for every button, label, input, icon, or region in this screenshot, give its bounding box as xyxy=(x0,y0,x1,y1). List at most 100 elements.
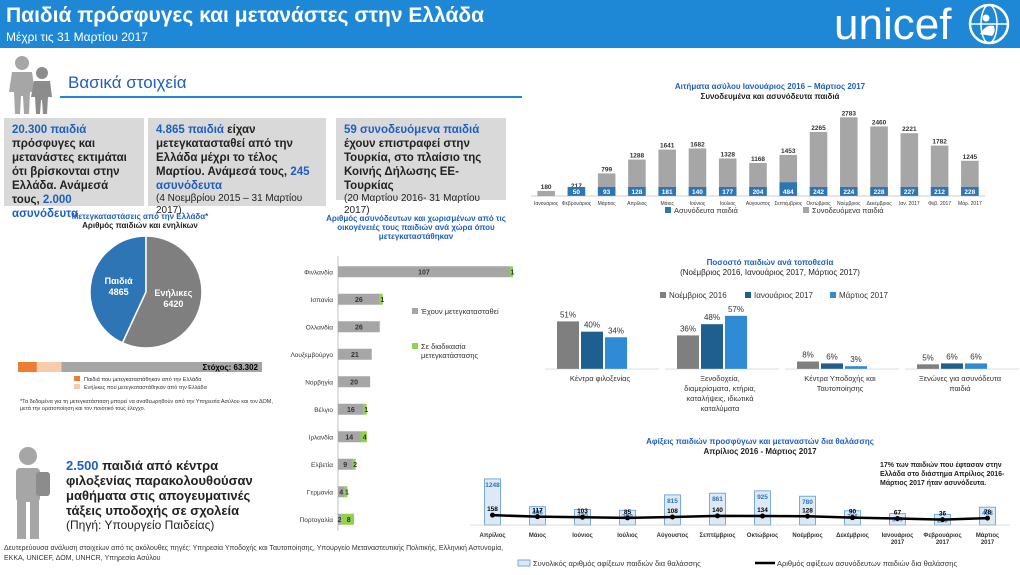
location-chart: Νοέμβριος 2016 Ιανουάριος 2017 Μάρτιος 201… xyxy=(545,291,1019,413)
asylum-tick-1: Φεβρουάριος xyxy=(562,200,592,207)
loc-bar-0-1 xyxy=(581,331,603,369)
box1-text: πρόσφυγες και μετανάστες εκτιμάται ότι β… xyxy=(12,138,127,206)
arr-tick-2: Ιούνιος xyxy=(572,533,593,539)
reloc-bar-pending-1 xyxy=(379,293,383,305)
school-source: (Πηγή: Υπουργείο Παιδείας) xyxy=(66,518,215,532)
asylum-label-unaccompanied-2: 93 xyxy=(603,189,611,196)
arr-legend-0: Συνολικός αριθμός αφίξεων παιδιών δια θα… xyxy=(533,559,701,568)
arr-line-label-3: 85 xyxy=(624,509,632,516)
asylum-tick-12: Ιαν. 2017 xyxy=(899,201,920,207)
info-box-returns: 59 συνοδευόμενα παιδιά έχουν επιστραφεί … xyxy=(336,118,506,216)
asylum-bar-accompanied-9 xyxy=(809,131,828,196)
asylum-bar-unaccompanied-5 xyxy=(688,187,707,196)
school-highlight: 2.500 xyxy=(66,458,99,473)
reloc-label-relocated-0: 107 xyxy=(418,269,430,276)
asylum-legend-0: Ασυνόδευτα παιδιά xyxy=(674,206,738,215)
reloc-label-pending-6: 4 xyxy=(363,434,367,441)
loc-label-0-0: 51% xyxy=(560,310,576,319)
info-box-relocations: 4.865 παιδιά είχαν μετεγκατασταθεί από τ… xyxy=(148,118,326,216)
arr-line-label-4: 108 xyxy=(667,508,678,515)
asylum-label-unaccompanied-12: 227 xyxy=(904,189,915,196)
arr-line-label-5: 140 xyxy=(712,507,723,514)
reloc-label-relocated-6: 14 xyxy=(345,434,353,441)
loc-legend-2: Μάρτιος 2017 xyxy=(839,291,889,300)
loc-label-0-2: 34% xyxy=(608,326,624,335)
arr-tick-9: Ιανουάριος 2017 xyxy=(882,533,914,546)
asylum-bar-unaccompanied-10 xyxy=(840,187,858,196)
loc-legend-0: Νοέμβριος 2016 xyxy=(669,291,727,300)
asylum-bar-accompanied-13 xyxy=(930,145,949,196)
reloc-tick-2: Ολλανδία xyxy=(306,323,334,331)
target-bar-total xyxy=(18,362,262,372)
arr-bar-label-7: 780 xyxy=(802,499,813,506)
box2-highlight: 4.865 παιδιά xyxy=(156,124,224,136)
box3-text: έχουν επιστραφεί στην Τουρκία, στο πλαίσ… xyxy=(344,138,482,192)
reloc-bar-relocated-1 xyxy=(338,293,380,305)
asylum-bar-accompanied-3 xyxy=(628,159,646,196)
asylum-label-accompanied-13: 1782 xyxy=(932,139,947,146)
target-legend-swatch-adults xyxy=(74,384,80,389)
asylum-tick-6: Ιούλιος xyxy=(720,200,736,207)
asylum-label-unaccompanied-9: 242 xyxy=(813,189,824,196)
location-title: Ποσοστό παιδιών ανά τοποθεσία xyxy=(706,258,834,267)
loc-bar-3-0 xyxy=(917,364,939,369)
reloc-label-pending-8: 1 xyxy=(345,489,349,496)
arr-tick-10: Φεβρουάριος 2017 xyxy=(923,533,961,546)
asylum-label-accompanied-10: 2783 xyxy=(842,110,857,117)
school-info: 2.500 παιδιά από κέντρα φιλοξενίας παρακ… xyxy=(66,458,276,533)
box1-highlight2: 2.000 ασυνόδευτα xyxy=(12,194,79,220)
asylum-label-unaccompanied-6: 177 xyxy=(722,189,733,196)
reloc-label-relocated-3: 21 xyxy=(351,352,359,359)
reloc-bar-relocated-5 xyxy=(338,403,364,415)
asylum-bar-unaccompanied-11 xyxy=(870,187,888,196)
footer-sources: Δευτερεύουσα ανάλυση στοιχείων από τις α… xyxy=(4,545,504,562)
pie-label-name-0: Παιδιά xyxy=(105,276,133,286)
arr-tick-3: Ιούλιος xyxy=(617,533,638,539)
asylum-label-accompanied-12: 2221 xyxy=(902,126,917,133)
asylum-bar-unaccompanied-3 xyxy=(628,187,646,196)
asylum-title: Αιτήματα ασύλου Ιανουάριος 2016 – Μάρτιο… xyxy=(674,82,866,91)
loc-bar-3-1 xyxy=(941,363,963,369)
reloc-bar-pending-9 xyxy=(341,513,355,525)
arr-tick-5: Σεπτέμβριος xyxy=(700,533,736,539)
asylum-legend-swatch-1 xyxy=(803,207,809,213)
arr-bar-label-1: 496 xyxy=(532,510,543,517)
children-silhouette-icon xyxy=(9,56,52,114)
reloc-bar-relocated-2 xyxy=(338,321,380,333)
asylum-bar-accompanied-5 xyxy=(688,148,707,196)
pie-label-value-0: 4865 xyxy=(109,287,129,297)
reloc-bar-pending-0 xyxy=(509,266,513,278)
arr-tick-4: Αύγουστος xyxy=(657,533,689,539)
header-bar xyxy=(0,0,1020,48)
arr-tick-1: Μάιος xyxy=(529,533,546,539)
arr-line-point-4 xyxy=(670,514,675,520)
pie-slice-0 xyxy=(89,235,147,344)
asylum-bar-accompanied-11 xyxy=(870,126,888,196)
arr-bar-label-5: 861 xyxy=(712,496,723,503)
reloc-label-relocated-4: 20 xyxy=(350,379,358,386)
arr-line-point-3 xyxy=(625,515,630,521)
loc-legend-swatch-0 xyxy=(660,292,666,298)
box3-period: (20 Μαρτίου 2016- 31 Μαρτίου 2017) xyxy=(344,193,480,216)
reloc-tick-6: Ιρλανδία xyxy=(309,433,334,441)
asylum-label-unaccompanied-14: 228 xyxy=(964,189,975,196)
asylum-subtitle: Συνοδευμένα και ασυνόδευτα παιδιά xyxy=(700,92,840,101)
target-legend-children: Παιδιά που μετεγκαταστάθηκαν από την Ελλ… xyxy=(84,376,202,383)
arr-line-point-1 xyxy=(535,514,540,520)
asylum-label-accompanied-2: 799 xyxy=(601,166,612,173)
loc-bar-1-2 xyxy=(725,315,747,369)
unicef-globe-icon xyxy=(968,3,1010,45)
reloc-label-relocated-2: 26 xyxy=(355,324,363,331)
asylum-bar-unaccompanied-2 xyxy=(597,187,616,196)
box2-highlight2: 245 ασυνόδευτα xyxy=(156,166,310,192)
reloc-bar-pending-8 xyxy=(344,486,348,498)
asylum-bar-accompanied-12 xyxy=(900,133,919,196)
reloc-label-pending-9: 8 xyxy=(347,517,351,524)
arrivals-chart: 1248Απρίλιος496Μάιος420Ιούνιος399Ιούλιος… xyxy=(470,478,1010,568)
loc-tick-2: Κέντρα Υποδοχής και Ταυτοποίησης xyxy=(804,374,876,393)
reloc-label-pending-5: 1 xyxy=(364,407,368,414)
arr-bar-label-6: 925 xyxy=(757,494,768,501)
arr-bar-label-4: 815 xyxy=(667,498,678,505)
page-subtitle: Μέχρι τις 31 Μαρτίου 2017 xyxy=(6,30,148,44)
